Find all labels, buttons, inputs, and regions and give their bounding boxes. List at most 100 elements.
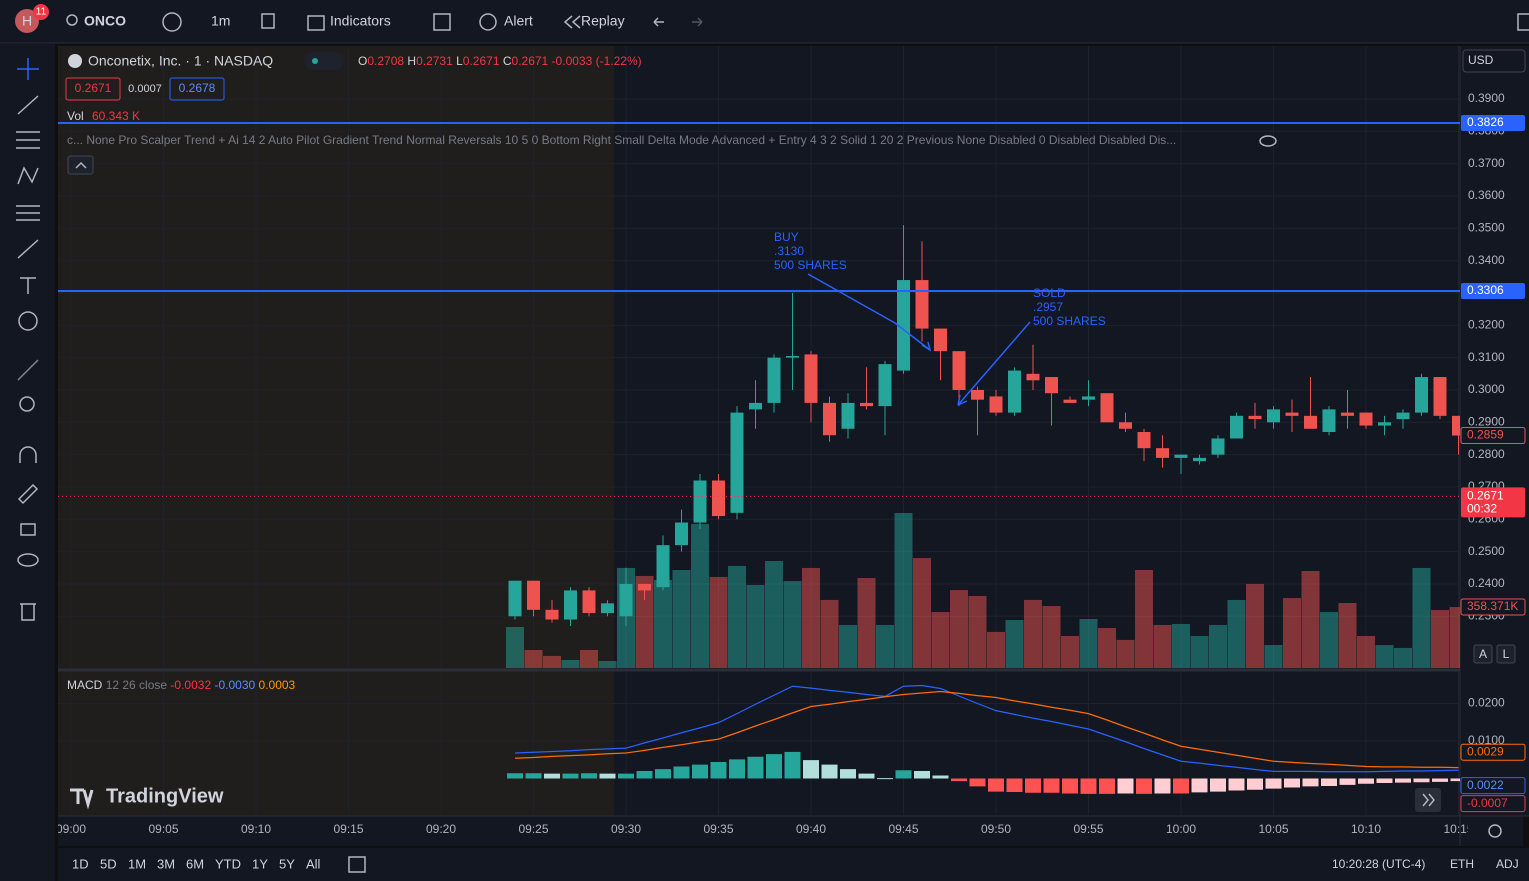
currency-box[interactable] <box>1462 49 1526 73</box>
symbol-logo <box>68 54 82 68</box>
macd-hist-value: -0.0032 <box>170 678 211 692</box>
y-tick-label: 0.3900 <box>1468 91 1505 105</box>
annotation-text[interactable]: 500 SHARES <box>1033 314 1106 328</box>
range-button[interactable]: All <box>306 856 321 871</box>
annotation-text[interactable]: .2957 <box>1033 300 1063 314</box>
candle-body <box>638 583 651 591</box>
x-tick-label: 09:15 <box>333 822 363 836</box>
candle-body <box>1193 457 1206 462</box>
volume-bar <box>1061 636 1079 668</box>
candle-body <box>1008 370 1021 413</box>
ask-box[interactable] <box>169 77 225 101</box>
symbol-search[interactable]: ONCO <box>84 13 126 29</box>
candle-body <box>1230 415 1243 439</box>
volume-bar <box>543 655 561 668</box>
collapse-legend[interactable] <box>67 155 94 175</box>
lock-tool[interactable] <box>20 523 36 536</box>
range-button[interactable]: 5D <box>100 856 117 871</box>
interval[interactable]: 1m <box>211 13 230 29</box>
candle-body <box>897 280 910 371</box>
crosshair-tool[interactable] <box>17 58 39 80</box>
volume-bar <box>1357 636 1375 668</box>
histogram-bar <box>1136 778 1152 794</box>
change-percent: (-1.22%) <box>596 54 642 68</box>
market-status[interactable] <box>304 52 344 70</box>
y-tick-label: 0.0100 <box>1468 733 1505 747</box>
currency[interactable]: USD <box>1468 53 1494 67</box>
annotation-text[interactable]: .3130 <box>774 244 804 258</box>
y-tick-label: 0.3400 <box>1468 253 1505 267</box>
candle-body <box>804 354 818 403</box>
indicators-button[interactable]: Indicators <box>330 13 391 29</box>
zoom-tool[interactable] <box>19 396 35 412</box>
volume-bar <box>1172 623 1190 668</box>
redo[interactable] <box>692 17 703 27</box>
signal-tag: 0.0029 <box>1467 744 1504 758</box>
annotation-text[interactable]: SOLD <box>1033 286 1066 300</box>
volume-bar <box>1153 624 1172 668</box>
badge-count: 11 <box>36 7 47 18</box>
candle-body <box>1433 377 1447 416</box>
candle-body <box>952 351 966 390</box>
histogram-bar <box>821 764 838 779</box>
layouts[interactable] <box>433 13 451 31</box>
y-tick-label: 0.2900 <box>1468 414 1505 428</box>
icon-tool[interactable] <box>18 311 38 331</box>
y-tick-label: 0.3600 <box>1468 188 1505 202</box>
high-value: 0.2731 <box>416 54 453 68</box>
histogram-bar <box>729 759 745 779</box>
histogram-bar <box>914 771 930 779</box>
chart-type[interactable] <box>261 13 275 29</box>
fib-tool[interactable] <box>16 131 40 149</box>
bid-box[interactable] <box>65 77 121 101</box>
undo[interactable] <box>653 17 664 27</box>
delete-tool[interactable] <box>20 603 36 621</box>
trend-line-tool[interactable] <box>17 95 39 115</box>
brush-tool[interactable] <box>17 239 39 259</box>
range-button[interactable]: 5Y <box>279 856 295 871</box>
settings[interactable] <box>1488 824 1502 838</box>
avatar[interactable] <box>15 9 39 33</box>
indicator-visibility[interactable] <box>1259 135 1277 147</box>
y-tick-label: 0.3700 <box>1468 156 1505 170</box>
range-button[interactable]: 3M <box>157 856 175 871</box>
add-symbol[interactable] <box>162 12 182 32</box>
range-button[interactable]: 1D <box>72 856 89 871</box>
auto-scale[interactable] <box>1473 644 1493 664</box>
adjustment[interactable]: ADJ <box>1496 857 1519 871</box>
fullscreen[interactable] <box>1517 13 1529 31</box>
goto-date[interactable] <box>348 856 366 873</box>
forecast-tool[interactable] <box>16 205 40 221</box>
indicator-legend[interactable]: c... None Pro Scalper Trend + Ai 14 2 Au… <box>67 133 1176 147</box>
annotation-arrow[interactable] <box>957 321 1031 406</box>
candle-body <box>1045 377 1058 394</box>
x-tick-label: 09:05 <box>148 822 178 836</box>
range-button[interactable]: 6M <box>186 856 204 871</box>
volume-bar <box>1135 569 1153 668</box>
y-tick-label: 0.0200 <box>1468 696 1505 710</box>
y-tick-label: 0.3100 <box>1468 350 1505 364</box>
volume-bar <box>987 631 1005 668</box>
pattern-tool[interactable] <box>17 166 39 185</box>
annotation-arrow[interactable] <box>807 273 932 352</box>
range-button[interactable]: 1M <box>128 856 146 871</box>
range-button[interactable]: YTD <box>215 856 241 871</box>
replay-button[interactable]: Replay <box>581 13 625 29</box>
annotation-text[interactable]: BUY <box>774 230 799 244</box>
volume-bar <box>1394 647 1412 668</box>
volume-bar <box>802 567 820 668</box>
candle-body <box>1156 448 1169 458</box>
alert-button[interactable]: Alert <box>504 13 533 29</box>
y-tick-label: 0.2500 <box>1468 544 1505 558</box>
magnet-tool[interactable] <box>19 446 37 463</box>
volume-bar <box>1024 599 1042 668</box>
measure-tool[interactable] <box>17 359 39 381</box>
session[interactable]: ETH <box>1450 857 1474 871</box>
log-scale[interactable] <box>1496 644 1516 664</box>
text-tool[interactable] <box>20 277 36 294</box>
hide-tool[interactable] <box>17 553 39 567</box>
annotation-text[interactable]: 500 SHARES <box>774 258 847 272</box>
range-button[interactable]: 1Y <box>252 856 268 871</box>
draw-mode[interactable] <box>17 483 39 505</box>
